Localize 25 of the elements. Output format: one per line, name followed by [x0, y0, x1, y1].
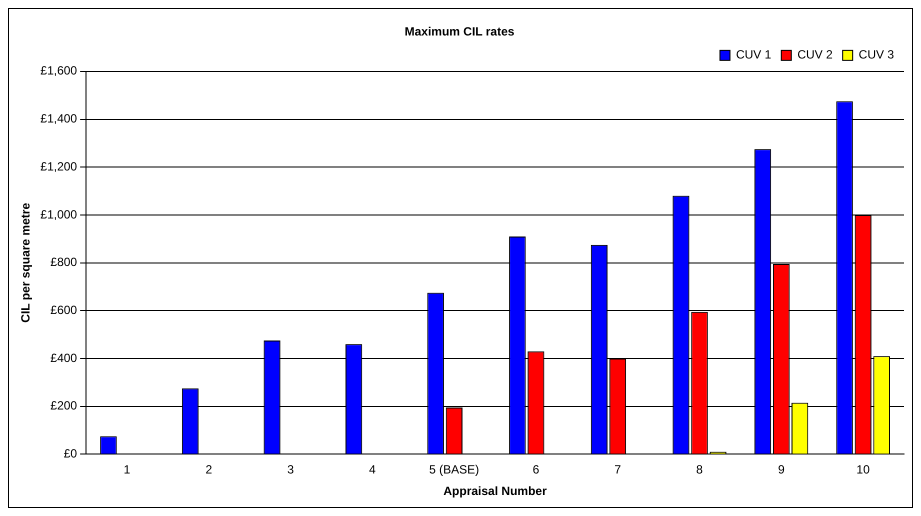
- chart-title: Maximum CIL rates: [404, 24, 515, 39]
- y-axis-title: CIL per square metre: [18, 202, 33, 323]
- y-tick-label: £1,200: [40, 159, 78, 174]
- x-tick-label: 8: [696, 462, 704, 477]
- x-axis-title: Appraisal Number: [443, 484, 548, 498]
- x-tick-label: 3: [287, 462, 294, 477]
- x-tick-label: 6: [532, 462, 540, 477]
- y-tick-label: £1,400: [40, 112, 78, 126]
- y-tick-label: £600: [50, 302, 78, 317]
- x-tick-label: 1: [124, 462, 131, 477]
- x-tick-label: 10: [856, 462, 870, 477]
- y-tick-label: £0: [64, 446, 78, 461]
- y-tick-label: £800: [50, 255, 78, 270]
- x-tick-label: 2: [205, 462, 212, 477]
- legend-label: CUV 1: [736, 48, 772, 62]
- y-tick-label: £1,000: [40, 207, 78, 222]
- y-tick-label: £200: [50, 398, 78, 413]
- x-tick-label: 9: [778, 462, 785, 477]
- x-tick-label: 5 (BASE): [429, 462, 480, 477]
- legend-label: CUV 2: [797, 48, 833, 62]
- x-tick-label: 7: [614, 462, 622, 477]
- y-tick-label: £400: [50, 350, 78, 365]
- legend-label: CUV 3: [858, 48, 894, 62]
- y-tick-label: £1,600: [40, 64, 78, 78]
- x-tick-label: 4: [369, 462, 376, 477]
